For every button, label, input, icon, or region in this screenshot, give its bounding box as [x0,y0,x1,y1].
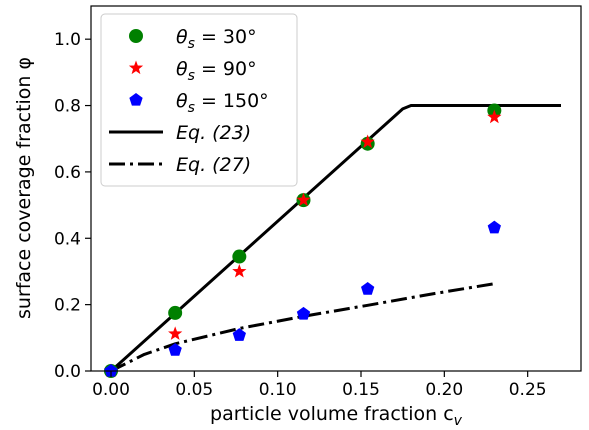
data-point-s1-2 [232,263,247,278]
data-point-s1-3 [296,192,311,207]
data-point-s0-2 [232,249,247,264]
y-tick-label-4: 0.8 [54,97,81,117]
data-point-s0-1 [168,305,183,320]
x-axis-label-text: particle volume fraction c [210,403,454,425]
data-point-s2-1 [168,343,182,356]
data-point-s1-1 [168,326,183,340]
y-tick-label-2: 0.4 [54,229,81,249]
legend-label-4: Eq. (27) [176,154,251,176]
y-axis: 0.0 0.2 0.4 0.6 0.8 1.0 [54,30,91,382]
legend-label-1: θs = 90° [176,58,257,84]
x-axis: 0.00 0.05 0.10 0.15 0.20 0.25 [92,371,547,400]
x-tick-label-4: 0.20 [425,380,463,400]
data-point-s2-3 [296,306,311,320]
legend-label-2: θs = 150° [176,90,269,116]
x-tick-label-1: 0.05 [175,380,213,400]
legend: θs = 30° θs = 90° θs = 150° Eq. (23) Eq. (27… [100,13,298,187]
data-point-s2-2 [232,328,246,341]
data-point-s2-0 [104,364,118,377]
y-tick-label-3: 0.6 [54,163,81,183]
plot-area [103,103,561,378]
x-axis-label: particle volume fraction cv [210,403,463,429]
y-tick-label-5: 1.0 [54,30,81,50]
legend-marker-0 [129,29,143,43]
y-tick-label-1: 0.2 [54,296,81,316]
data-point-s2-5 [487,220,501,234]
series-line-3 [109,104,561,373]
legend-label-0: θs = 30° [176,26,257,52]
data-point-s1-5 [487,109,502,124]
x-axis-label-subscript: v [454,413,463,429]
legend-marker-2 [129,93,143,106]
x-tick-label-5: 0.25 [509,380,547,400]
plot-frame [90,5,582,372]
legend-marker-1 [128,60,144,75]
legend-box [100,13,298,187]
x-tick-label-0: 0.00 [92,380,130,400]
data-point-s2-4 [361,282,375,295]
x-tick-label-2: 0.10 [259,380,297,400]
data-point-s1-4 [360,134,375,149]
x-tick-label-3: 0.15 [342,380,380,400]
legend-label-3: Eq. (23) [176,122,251,144]
y-tick-label-0: 0.0 [54,362,81,382]
y-axis-label: surface coverage fraction φ [13,57,35,319]
series-line-4 [110,282,495,373]
